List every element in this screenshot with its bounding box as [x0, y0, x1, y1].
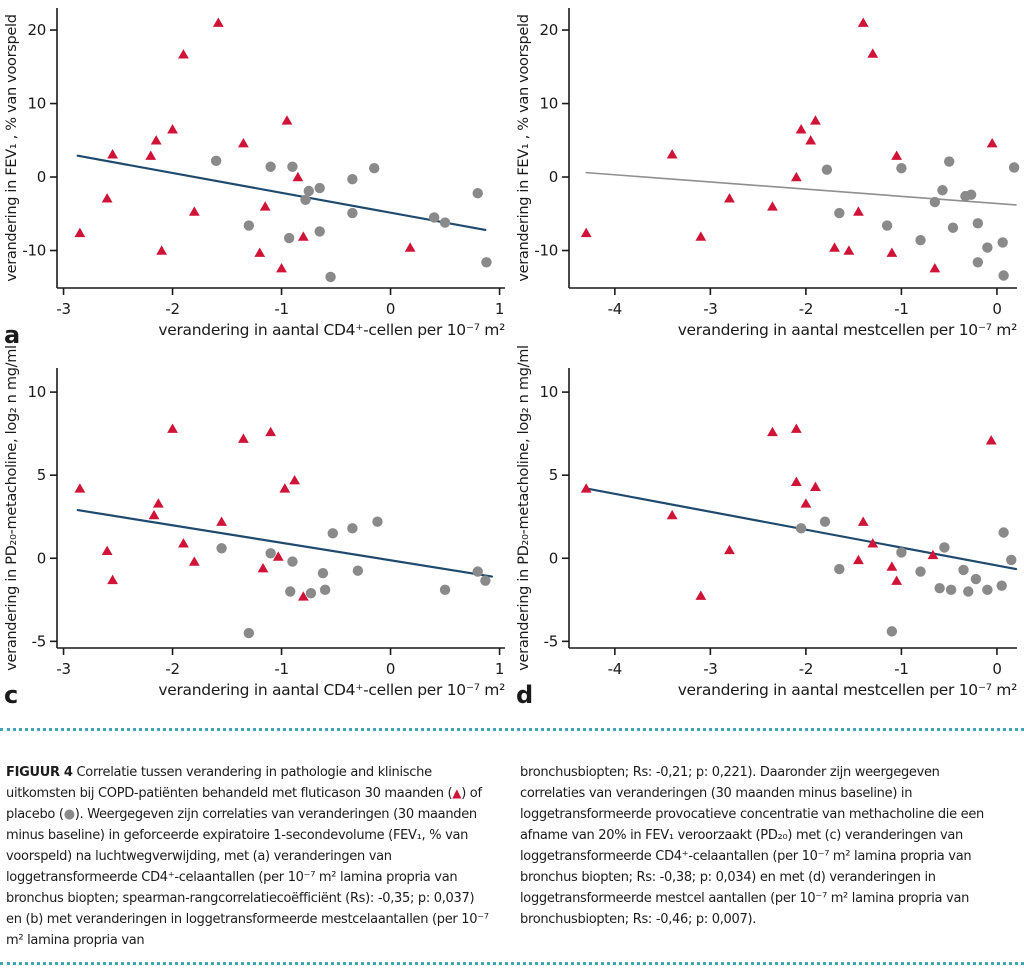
caption-divider-bottom — [0, 962, 1024, 965]
svg-text:-4: -4 — [608, 660, 622, 678]
svg-text:10: 10 — [28, 383, 47, 401]
svg-text:d: d — [516, 681, 533, 709]
svg-text:-10: -10 — [534, 242, 558, 260]
svg-text:-1: -1 — [894, 300, 908, 318]
caption-left-text: FIGUUR 4 Correlatie tussen verandering i… — [6, 765, 489, 948]
svg-text:-3: -3 — [56, 660, 70, 678]
svg-text:0: 0 — [386, 660, 395, 678]
caption-left-column: FIGUUR 4 Correlatie tussen verandering i… — [6, 744, 492, 971]
svg-text:0: 0 — [992, 660, 1001, 678]
svg-text:-5: -5 — [32, 632, 46, 650]
svg-text:5: 5 — [37, 466, 46, 484]
svg-text:verandering in PD₂₀-metacholin: verandering in PD₂₀-metacholine, log₂ n … — [4, 345, 20, 670]
fluticasone-legend-triangle-icon: ▲ — [452, 786, 462, 800]
svg-text:20: 20 — [28, 21, 47, 39]
svg-text:-2: -2 — [165, 660, 179, 678]
svg-text:10: 10 — [540, 95, 559, 113]
svg-text:-4: -4 — [608, 300, 622, 318]
svg-text:-2: -2 — [165, 300, 179, 318]
svg-text:verandering in aantal CD4⁺-cel: verandering in aantal CD4⁺-cellen per 10… — [158, 321, 505, 339]
svg-text:-2: -2 — [799, 660, 813, 678]
figure-label: FIGUUR 4 — [6, 765, 73, 780]
svg-text:-1: -1 — [894, 660, 908, 678]
svg-text:-3: -3 — [56, 300, 70, 318]
svg-text:-3: -3 — [703, 300, 717, 318]
scatter-panel-a: -3 -2 -1 0 1 -10 0 10 20 verandering in aantal CD… — [0, 0, 512, 360]
scatter-panel-d: -4 -3 -2 -1 0 -5 0 5 10 verandering in aantal mes… — [512, 345, 1024, 720]
scatter-panel-b: -4 -3 -2 -1 0 -10 0 10 20 verandering in aantal m… — [512, 0, 1024, 360]
svg-text:0: 0 — [386, 300, 395, 318]
caption-right-text: bronchusbiopten; Rs: -0,21; p: 0,221). D… — [520, 765, 984, 927]
svg-text:verandering in aantal mestcell: verandering in aantal mestcellen per 10⁻… — [678, 681, 1017, 699]
svg-text:-2: -2 — [799, 300, 813, 318]
svg-text:c: c — [4, 681, 18, 709]
figure-caption: FIGUUR 4 Correlatie tussen verandering i… — [0, 728, 1024, 971]
svg-text:0: 0 — [37, 549, 46, 567]
chart-svg-d: -4 -3 -2 -1 0 -5 0 5 10 verandering in aantal mes… — [516, 345, 1017, 709]
svg-text:0: 0 — [992, 300, 1001, 318]
svg-text:-3: -3 — [703, 660, 717, 678]
svg-text:10: 10 — [28, 95, 47, 113]
svg-text:0: 0 — [549, 168, 558, 186]
svg-text:-10: -10 — [22, 242, 46, 260]
svg-text:5: 5 — [549, 466, 558, 484]
chart-svg-c: -3 -2 -1 0 1 -5 0 5 10 verandering in aantal CD4⁺… — [4, 345, 505, 709]
caption-divider-top — [0, 728, 1024, 731]
svg-text:-1: -1 — [274, 300, 288, 318]
svg-text:10: 10 — [540, 383, 559, 401]
caption-right-column: bronchusbiopten; Rs: -0,21; p: 0,221). D… — [520, 744, 1006, 971]
svg-text:1: 1 — [495, 300, 504, 318]
svg-text:1: 1 — [495, 660, 504, 678]
svg-text:0: 0 — [37, 168, 46, 186]
svg-text:-1: -1 — [274, 660, 288, 678]
figure-panels: -3 -2 -1 0 1 -10 0 10 20 verandering in aantal CD… — [0, 0, 1024, 720]
svg-text:verandering in FEV₁ , % van vo: verandering in FEV₁ , % van voorspeld — [4, 14, 20, 281]
svg-text:0: 0 — [549, 549, 558, 567]
svg-text:20: 20 — [540, 21, 559, 39]
svg-text:verandering in FEV₁ , % van vo: verandering in FEV₁ , % van voorspeld — [516, 14, 532, 281]
svg-text:a: a — [4, 321, 20, 349]
svg-text:verandering in aantal CD4⁺-cel: verandering in aantal CD4⁺-cellen per 10… — [158, 681, 505, 699]
svg-text:verandering in PD₂₀-metacholin: verandering in PD₂₀-metacholine, log₂ n … — [516, 345, 532, 670]
svg-text:verandering in aantal mestcell: verandering in aantal mestcellen per 10⁻… — [678, 321, 1017, 339]
placebo-legend-circle-icon: ● — [63, 807, 75, 822]
scatter-panel-c: -3 -2 -1 0 1 -5 0 5 10 verandering in aantal CD4⁺… — [0, 345, 512, 720]
svg-text:-5: -5 — [544, 632, 558, 650]
